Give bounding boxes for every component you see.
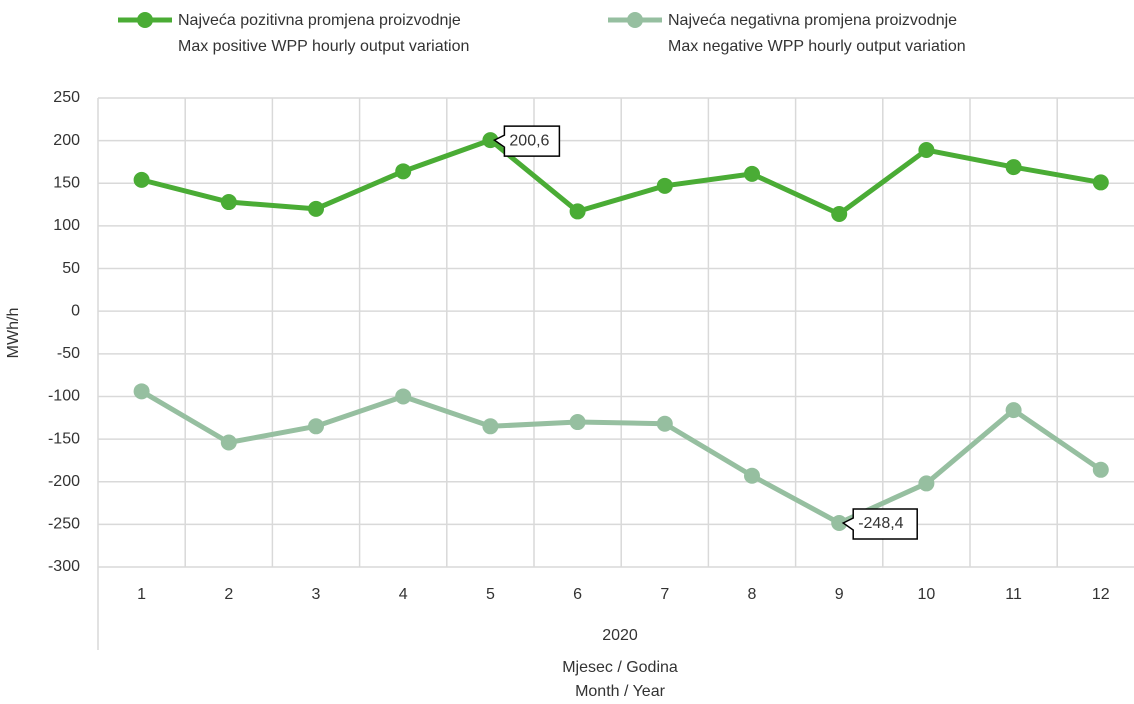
x-axis-label: Month / Year: [575, 683, 666, 700]
legend-marker: [137, 12, 153, 28]
data-point: [744, 467, 760, 484]
x-tick-label: 4: [399, 586, 408, 603]
data-point: [831, 514, 848, 531]
y-tick-label: -100: [48, 388, 80, 405]
x-axis-label: Mjesec / Godina: [562, 659, 678, 676]
x-tick-label: 11: [1005, 586, 1022, 603]
x-tick-label: 6: [573, 586, 582, 603]
data-point: [1005, 159, 1022, 176]
data-point: [220, 434, 237, 451]
data-label: 200,6: [509, 132, 549, 149]
data-point: [744, 165, 760, 182]
data-point: [482, 132, 499, 149]
x-group-label: 2020: [602, 627, 638, 644]
x-tick-label: 12: [1092, 586, 1110, 603]
legend-marker: [627, 12, 643, 28]
y-tick-label: 50: [62, 260, 80, 277]
x-tick-label: 8: [748, 586, 757, 603]
y-tick-label: 250: [53, 89, 80, 106]
y-tick-label: -250: [48, 516, 80, 533]
x-tick-label: 10: [918, 586, 936, 603]
data-point: [656, 177, 673, 194]
data-point: [308, 200, 324, 217]
x-tick-label: 2: [224, 586, 233, 603]
callout: [841, 508, 918, 540]
data-point: [918, 142, 935, 159]
x-tick-label: 7: [660, 586, 669, 603]
y-tick-label: 0: [71, 302, 80, 319]
data-point: [1092, 461, 1109, 478]
legend-label: Max negative WPP hourly output variation: [668, 38, 966, 55]
data-point: [1092, 174, 1109, 191]
x-tick-label: 1: [137, 586, 146, 603]
callout: [492, 125, 561, 157]
x-tick-label: 5: [486, 586, 495, 603]
data-point: [1005, 402, 1022, 419]
data-point: [918, 475, 935, 492]
y-tick-label: -150: [48, 430, 80, 447]
data-point: [831, 205, 848, 222]
y-tick-label: 150: [53, 174, 80, 191]
data-point: [395, 163, 412, 180]
y-tick-label: 200: [53, 132, 80, 149]
data-point: [569, 203, 586, 220]
data-point: [308, 418, 324, 435]
data-point: [133, 383, 150, 400]
legend-label: Najveća negativna promjena proizvodnje: [668, 12, 957, 29]
series-line: [140, 389, 1103, 526]
x-tick-label: 9: [835, 586, 844, 603]
y-tick-label: -300: [48, 558, 80, 575]
data-point: [395, 388, 412, 405]
data-label: -248,4: [858, 515, 903, 532]
legend-label: Najveća pozitivna promjena proizvodnje: [178, 12, 461, 29]
series-line: [140, 137, 1102, 217]
data-point: [656, 415, 673, 432]
data-point: [133, 171, 150, 188]
data-point: [482, 418, 499, 435]
y-tick-label: -50: [57, 345, 80, 362]
x-tick-label: 3: [312, 586, 321, 603]
y-axis-label: MWh/h: [5, 308, 22, 359]
legend-label: Max positive WPP hourly output variation: [178, 38, 469, 55]
y-tick-label: 100: [53, 217, 80, 234]
data-point: [220, 194, 237, 211]
data-point: [569, 414, 586, 431]
y-tick-label: -200: [48, 473, 80, 490]
